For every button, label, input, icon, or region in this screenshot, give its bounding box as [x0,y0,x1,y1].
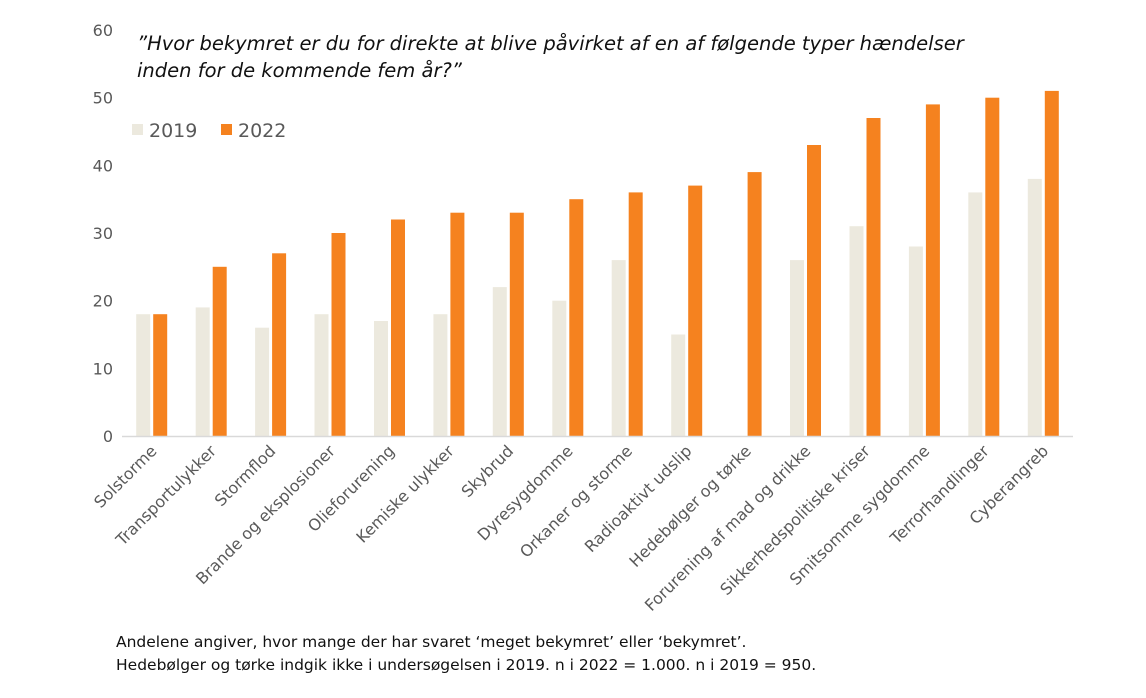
bar-2022 [509,212,524,436]
y-tick-label: 10 [93,359,113,378]
bar-2022 [450,212,465,436]
bar-2019 [1027,178,1042,436]
bar-2019 [552,300,567,436]
bar-2019 [908,246,923,436]
bar-2019 [671,334,686,436]
bar-2019 [968,192,983,436]
bar-2022 [925,104,940,437]
x-category-label: Transportulykker [111,441,220,550]
footnote-response-definition: Andelene angiver, hvor mange der har sva… [116,633,747,651]
bar-2019 [195,307,210,436]
legend-label: 2019 [149,120,197,142]
bar-2019 [136,314,151,436]
legend-swatch [132,124,143,135]
y-tick-label: 30 [93,224,113,243]
bar-2022 [391,219,405,436]
y-tick-label: 60 [93,21,113,40]
chart-title-line: ”Hvor bekymret er du for direkte at bliv… [137,32,966,55]
bar-2019 [492,287,507,436]
bar-2022 [747,172,762,436]
bar-2022 [569,199,584,436]
bar-2022 [272,253,287,436]
bar-2022 [331,233,346,436]
x-category-label: Skybrud [458,441,518,501]
bar-2022 [153,314,168,436]
legend-label: 2022 [238,120,286,142]
y-tick-label: 0 [103,427,113,446]
bar-2022 [1044,90,1059,437]
bar-2022 [866,118,881,436]
bar-2019 [790,260,804,436]
bar-2022 [628,192,643,436]
x-category-label: Orkaner og storme [516,441,636,561]
bar-2022 [807,145,821,436]
bar-2019 [314,314,329,436]
y-tick-label: 20 [93,292,113,311]
bar-2022 [212,266,227,436]
chart-title-line: inden for de kommende fem år?” [137,59,463,82]
footnote-sample-info: Hedebølger og tørke indgik ikke i unders… [116,656,817,674]
bar-2022 [688,185,703,436]
bar-2019 [374,321,388,436]
bar-2019 [433,314,448,436]
x-category-label: Terrorhandlinger [886,441,993,548]
legend-swatch [221,124,232,135]
bar-2019 [611,260,626,436]
bar-2019 [255,327,270,436]
y-tick-label: 40 [93,156,113,175]
bar-2022 [985,97,1000,436]
x-category-label: Radioaktivt udslip [581,441,696,556]
y-tick-label: 50 [93,89,113,108]
bar-2019 [849,226,864,436]
